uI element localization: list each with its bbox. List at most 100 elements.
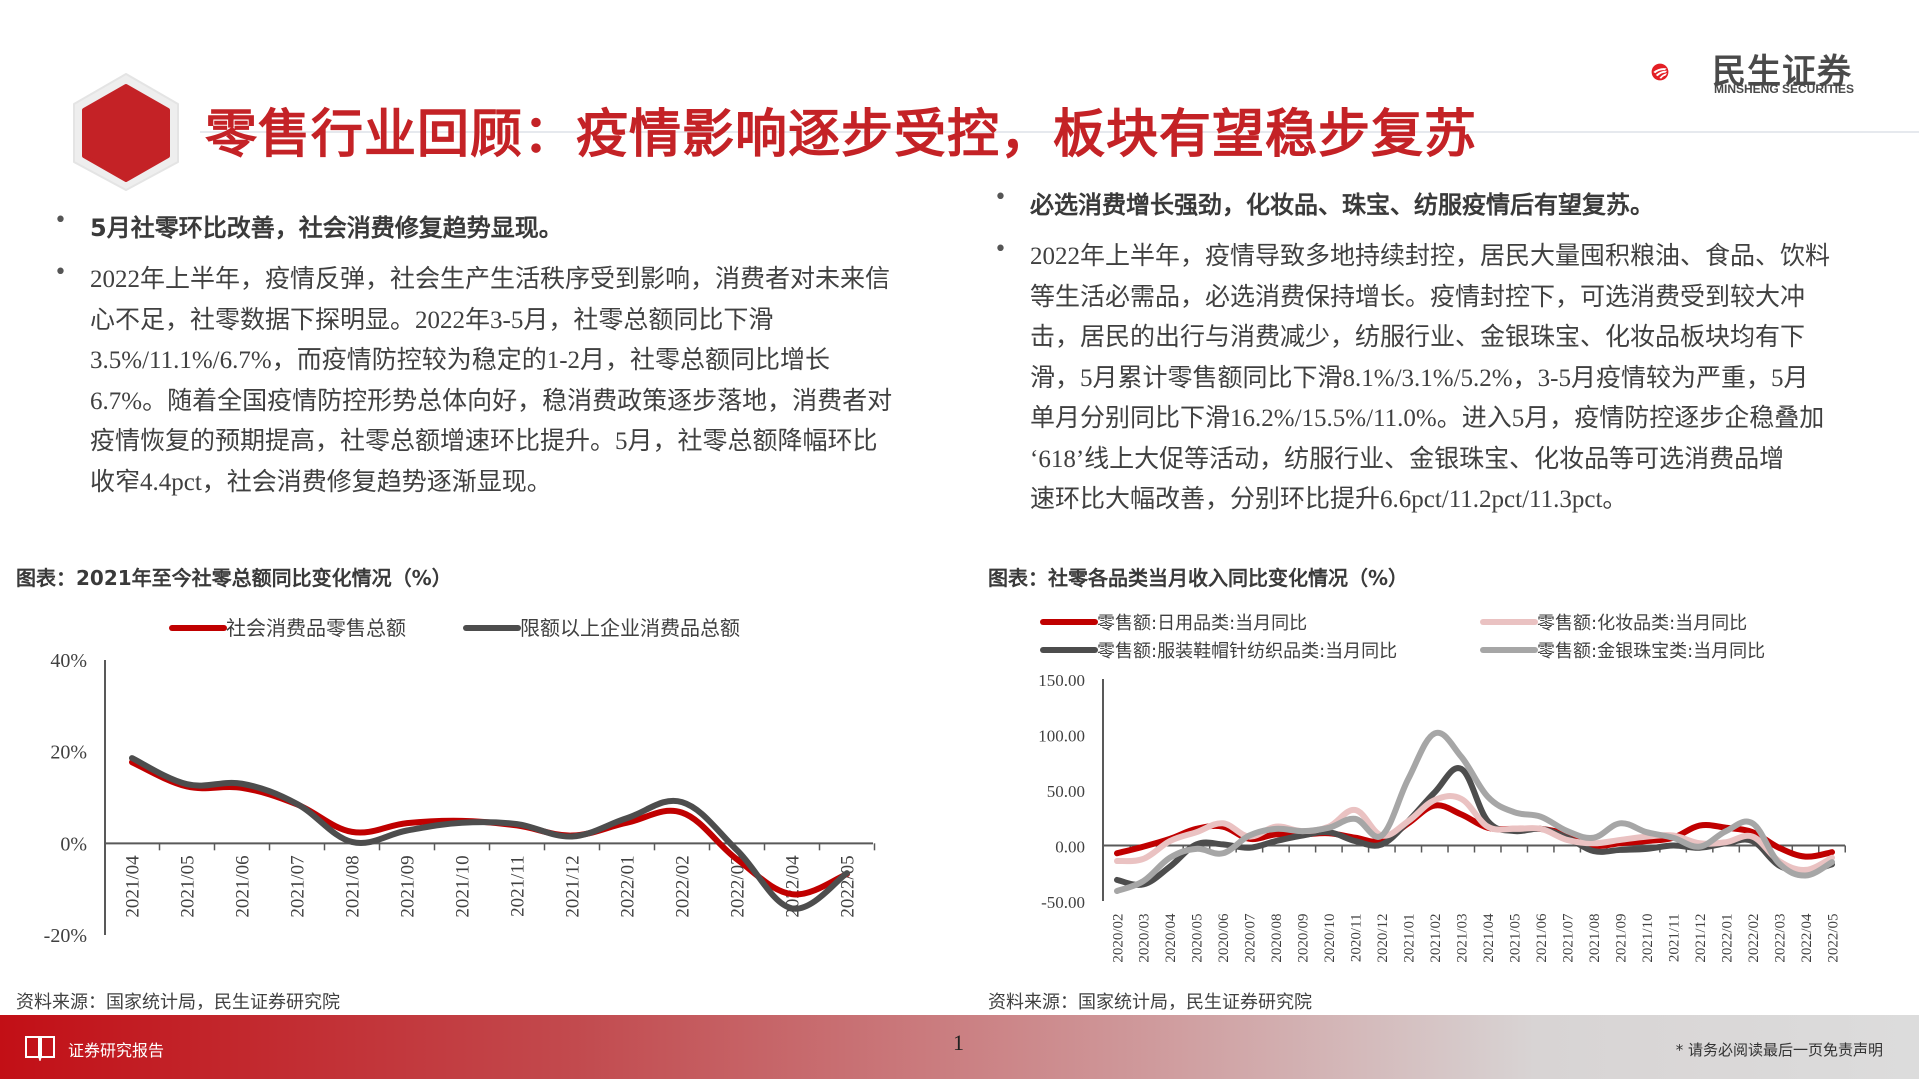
x-tick-label: 2022/02 [673,855,694,917]
paragraph-line: 2022年上半年，疫情反弹，社会生产生活秩序受到影响，消费者对未来信 [90,266,891,293]
x-tick-label: 2020/04 [1163,913,1179,963]
logo-text-en: MINSHENG SECURITIES [1714,82,1855,96]
y-tick-label: 0% [60,833,87,855]
x-tick-label: 2020/03 [1137,914,1153,963]
x-tick-label: 2020/11 [1349,914,1365,963]
y-tick-label: 100.00 [1038,727,1085,746]
x-tick-label: 2021/07 [1560,913,1576,963]
x-tick-label: 2022/03 [1772,914,1788,963]
page-title: 零售行业回顾：疫情影响逐步受控，板块有望稳步复苏 [205,105,1478,165]
x-tick-label: 2020/07 [1243,913,1259,963]
minsheng-logo-icon [1651,63,1669,81]
right-chart-title: 图表：社零各品类当月收入同比变化情况（%） [988,566,1409,590]
x-tick-label: 2021/05 [178,855,199,917]
y-tick-label: 20% [50,742,87,764]
legend-label: 零售额:服装鞋帽针纺织品类:当月同比 [1097,641,1397,662]
paragraph-line: 6.7%。随着全国疫情防控形势总体向好，稳消费政策逐步落地，消费者对 [90,387,893,415]
legend-label: 零售额:金银珠宝类:当月同比 [1537,641,1765,662]
y-tick-label: -50.00 [1041,893,1085,912]
x-tick-label: 2021/02 [1428,914,1444,963]
series-line [129,755,850,912]
paragraph-line: 疫情恢复的预期提高，社零总额增速环比提升。5月，社零总额降幅环比 [90,428,878,455]
paragraph-line: 单月分别同比下滑16.2%/15.5%/11.0%。进入5月，疫情防控逐步企稳叠… [1030,405,1825,432]
footer-bar: 证券研究报告 1 * 请务必阅读最后一页免责声明 [0,1015,1919,1079]
x-tick-label: 2021/11 [1666,914,1682,963]
paragraph-line: ‘618’线上大促等活动，纺服行业、金银珠宝、化妆品等可选消费品增 [1030,445,1785,473]
x-tick-label: 2021/06 [1534,913,1550,963]
x-tick-label: 2021/12 [563,855,584,917]
x-tick-label: 2020/08 [1269,914,1285,963]
legend-label: 零售额:化妆品类:当月同比 [1537,613,1747,634]
paragraph-line: 击，居民的出行与消费减少，纺服行业、金银珠宝、化妆品板块均有下 [1030,324,1806,351]
bullet-paragraph: • 2022年上半年，疫情反弹，社会生产生活秩序受到影响，消费者对未来信 心不足… [40,260,960,503]
paragraph-line: 收窄4.4pct，社会消费修复趋势逐渐显现。 [90,468,552,496]
x-tick-label: 2022/02 [1746,914,1762,963]
bullet-icon: • [994,185,1007,210]
x-tick-label: 2021/08 [1587,914,1603,963]
legend-label: 社会消费品零售总额 [226,616,406,640]
x-tick-label: 2022/05 [1825,914,1841,963]
paragraph-line: 滑，5月累计零售额同比下滑8.1%/3.1%/5.2%，3-5月疫情较为严重，5… [1030,364,1809,392]
bullet-paragraph: • 2022年上半年，疫情导致多地持续封控，居民大量囤积粮油、食品、饮料 等生活… [980,237,1900,521]
x-tick-label: 2020/10 [1322,914,1338,963]
x-tick-label: 2022/05 [838,855,859,917]
x-tick-label: 2021/12 [1693,914,1709,963]
left-text-column: • 5月社零环比改善，社会消费修复趋势显现。 • 2022年上半年，疫情反弹，社… [40,208,960,503]
x-tick-label: 2022/04 [783,855,804,918]
bullet-headline: • 5月社零环比改善，社会消费修复趋势显现。 [40,208,960,248]
series-line [1114,729,1835,895]
x-tick-label: 2020/05 [1190,914,1206,963]
paragraph-line: 2022年上半年，疫情导致多地持续封控，居民大量囤积粮油、食品、饮料 [1030,243,1831,270]
bullet-icon: • [54,208,67,233]
paragraph-line: 心不足，社零数据下探明显。2022年3-5月，社零总额同比下滑 [90,306,774,334]
category-yoy-line-chart: 150.00 100.00 50.00 0.00 -50.00 2020/02 2020/0… [1038,613,1846,963]
logo-text-cn: 民生证券 [1712,52,1852,92]
x-tick-label: 2020/06 [1216,913,1232,963]
bullet-headline-text: 5月社零环比改善，社会消费修复趋势显现。 [90,214,563,242]
x-tick-label: 2021/01 [1402,914,1418,963]
x-tick-label: 2021/04 [1481,913,1497,963]
right-chart-source: 资料来源：国家统计局，民生证券研究院 [988,992,1312,1013]
paragraph-line: 3.5%/11.1%/6.7%，而疫情防控较为稳定的1-2月，社零总额同比增长 [90,347,831,374]
x-tick-label: 2021/07 [288,855,309,917]
x-tick-label: 2021/04 [123,855,144,918]
y-tick-label: 150.00 [1038,671,1085,690]
paragraph-line: 等生活必需品，必选消费保持增长。疫情封控下，可选消费受到较大冲 [1030,283,1806,311]
footer-report-label: 证券研究报告 [68,1041,165,1060]
x-tick-label: 2022/01 [1719,914,1735,963]
x-tick-label: 2021/10 [453,855,474,917]
x-tick-label: 2022/03 [728,855,749,917]
y-tick-label: 40% [50,650,87,672]
disclaimer-text: * 请务必阅读最后一页免责声明 [1675,1041,1883,1059]
bullet-icon: • [54,260,67,285]
x-tick-label: 2021/08 [343,855,364,917]
x-tick-label: 2020/12 [1375,914,1391,963]
series-line [1114,793,1835,873]
bullet-headline: • 必选消费增长强劲，化妆品、珠宝、纺服疫情后有望复苏。 [980,185,1900,225]
x-tick-label: 2020/02 [1110,914,1126,963]
bullet-icon: • [994,237,1007,262]
book-icon [25,1036,55,1061]
y-tick-label: 50.00 [1047,782,1085,801]
x-tick-label: 2020/09 [1296,914,1312,963]
bullet-headline-text: 必选消费增长强劲，化妆品、珠宝、纺服疫情后有望复苏。 [1030,191,1654,219]
left-chart-title: 图表：2021年至今社零总额同比变化情况（%） [16,566,452,590]
x-tick-label: 2021/03 [1455,914,1471,963]
x-tick-label: 2021/06 [233,855,254,917]
x-tick-label: 2022/01 [618,855,639,917]
left-chart-source: 资料来源：国家统计局，民生证券研究院 [16,992,340,1013]
x-tick-label: 2021/10 [1640,914,1656,963]
right-text-column: • 必选消费增长强劲，化妆品、珠宝、纺服疫情后有望复苏。 • 2022年上半年，… [980,185,1900,521]
retail-total-yoy-line-chart: 40% 20% 0% -20% 2021/04 2021/05 2021/06 2021/07… [44,616,876,947]
x-tick-label: 2021/09 [398,855,419,917]
paragraph-line: 速环比大幅改善，分别环比提升6.6pct/11.2pct/11.3pct。 [1030,486,1628,513]
x-tick-label: 2021/11 [508,855,529,917]
page-number: 1 [953,1030,964,1055]
legend-label: 零售额:日用品类:当月同比 [1097,613,1307,634]
hexagon-icon [73,73,179,191]
y-tick-label: -20% [44,925,87,947]
legend-label: 限额以上企业消费品总额 [520,616,740,640]
x-tick-label: 2021/05 [1507,914,1523,963]
x-tick-label: 2021/09 [1613,914,1629,963]
x-tick-label: 2022/04 [1799,913,1815,963]
